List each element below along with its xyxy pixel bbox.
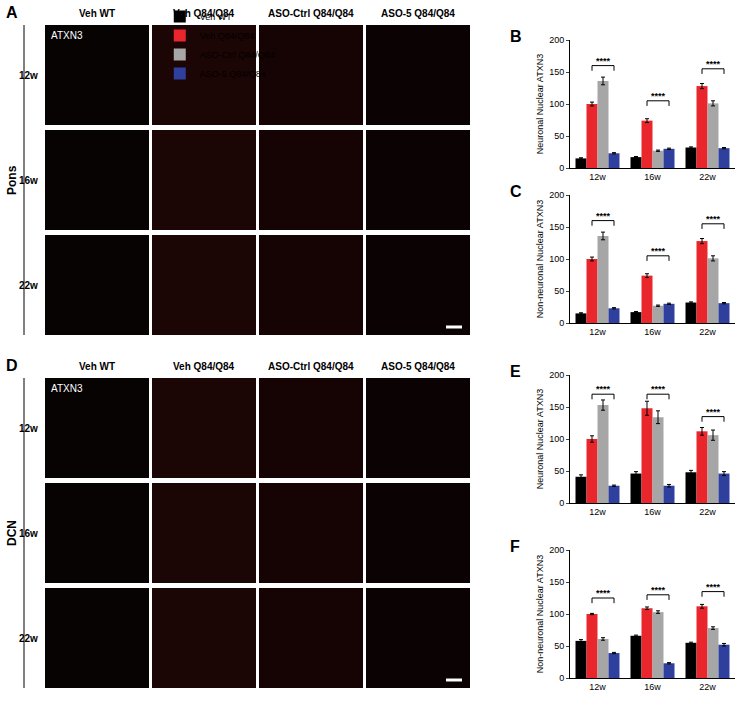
svg-text:Pons: Pons [5, 165, 19, 195]
svg-text:12w: 12w [589, 172, 606, 182]
svg-text:****: **** [596, 56, 611, 66]
svg-text:A: A [6, 4, 18, 21]
svg-text:16w: 16w [19, 528, 38, 539]
svg-text:****: **** [706, 582, 721, 592]
svg-text:50: 50 [554, 131, 564, 141]
svg-text:200: 200 [549, 190, 564, 200]
svg-text:12w: 12w [19, 423, 38, 434]
svg-text:22w: 22w [19, 280, 38, 291]
svg-text:16w: 16w [19, 175, 38, 186]
svg-text:150: 150 [549, 577, 564, 587]
svg-text:200: 200 [549, 545, 564, 555]
svg-text:Veh WT: Veh WT [79, 8, 115, 19]
svg-text:****: **** [596, 211, 611, 221]
svg-text:****: **** [651, 246, 666, 256]
svg-text:100: 100 [549, 254, 564, 264]
svg-text:100: 100 [549, 99, 564, 109]
svg-text:0: 0 [559, 498, 564, 508]
svg-text:22w: 22w [699, 682, 716, 692]
svg-text:ATXN3: ATXN3 [51, 30, 83, 41]
svg-text:Neuronal Nuclear ATXN3: Neuronal Nuclear ATXN3 [535, 389, 545, 489]
svg-text:0: 0 [559, 163, 564, 173]
svg-text:E: E [510, 363, 521, 380]
svg-text:C: C [510, 183, 522, 200]
svg-text:B: B [510, 28, 522, 45]
svg-text:150: 150 [549, 402, 564, 412]
svg-text:22w: 22w [699, 507, 716, 517]
svg-text:Non-neuronal Nuclear ATXN3: Non-neuronal Nuclear ATXN3 [535, 200, 545, 318]
svg-text:50: 50 [554, 641, 564, 651]
svg-text:16w: 16w [644, 682, 661, 692]
svg-text:16w: 16w [644, 172, 661, 182]
svg-text:Veh WT: Veh WT [200, 12, 233, 22]
svg-text:F: F [510, 538, 520, 555]
svg-text:12w: 12w [19, 70, 38, 81]
svg-text:ASO-5 Q84/Q84: ASO-5 Q84/Q84 [381, 361, 455, 372]
svg-text:12w: 12w [589, 507, 606, 517]
svg-text:ASO-Ctrl Q84/Q84: ASO-Ctrl Q84/Q84 [200, 50, 275, 60]
svg-text:200: 200 [549, 35, 564, 45]
svg-text:****: **** [651, 585, 666, 595]
svg-text:****: **** [706, 59, 721, 69]
svg-text:0: 0 [559, 673, 564, 683]
svg-text:22w: 22w [699, 172, 716, 182]
svg-text:50: 50 [554, 466, 564, 476]
svg-text:****: **** [596, 384, 611, 394]
svg-text:50: 50 [554, 286, 564, 296]
svg-text:200: 200 [549, 370, 564, 380]
svg-text:****: **** [651, 91, 666, 101]
svg-text:ASO-5 Q84/Q84: ASO-5 Q84/Q84 [381, 8, 455, 19]
svg-text:****: **** [706, 407, 721, 417]
svg-text:Veh Q84/Q84: Veh Q84/Q84 [200, 31, 255, 41]
svg-text:Neuronal Nuclear ATXN3: Neuronal Nuclear ATXN3 [535, 54, 545, 154]
svg-text:D: D [6, 357, 18, 374]
svg-text:****: **** [651, 384, 666, 394]
svg-text:ASO-Ctrl Q84/Q84: ASO-Ctrl Q84/Q84 [268, 361, 354, 372]
svg-text:12w: 12w [589, 682, 606, 692]
svg-text:22w: 22w [699, 327, 716, 337]
svg-text:22w: 22w [19, 633, 38, 644]
svg-text:150: 150 [549, 67, 564, 77]
svg-text:ASO-Ctrl Q84/Q84: ASO-Ctrl Q84/Q84 [268, 8, 354, 19]
svg-text:0: 0 [559, 318, 564, 328]
svg-text:****: **** [596, 588, 611, 598]
svg-text:ASO-5 Q84/Q84: ASO-5 Q84/Q84 [200, 69, 266, 79]
svg-text:100: 100 [549, 609, 564, 619]
svg-text:Veh WT: Veh WT [79, 361, 115, 372]
svg-text:150: 150 [549, 222, 564, 232]
svg-text:****: **** [706, 214, 721, 224]
svg-text:Veh Q84/Q84: Veh Q84/Q84 [173, 361, 235, 372]
svg-text:DCN: DCN [5, 520, 19, 546]
svg-text:16w: 16w [644, 327, 661, 337]
svg-text:Non-neuronal Nuclear ATXN3: Non-neuronal Nuclear ATXN3 [535, 555, 545, 673]
svg-text:ATXN3: ATXN3 [51, 383, 83, 394]
svg-text:Veh Q84/Q84: Veh Q84/Q84 [173, 8, 235, 19]
svg-text:100: 100 [549, 434, 564, 444]
svg-text:12w: 12w [589, 327, 606, 337]
svg-text:16w: 16w [644, 507, 661, 517]
